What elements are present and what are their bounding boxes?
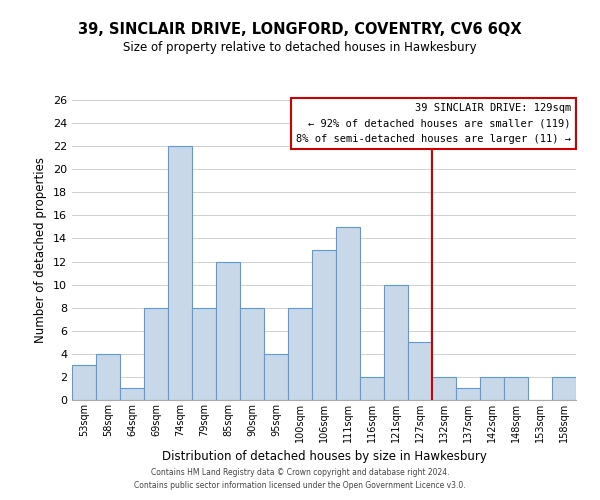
Bar: [504, 377, 528, 400]
X-axis label: Distribution of detached houses by size in Hawkesbury: Distribution of detached houses by size …: [161, 450, 487, 464]
Bar: [336, 227, 360, 400]
Bar: [72, 366, 96, 400]
Bar: [552, 377, 576, 400]
Bar: [120, 388, 144, 400]
Bar: [360, 377, 384, 400]
Bar: [408, 342, 432, 400]
Bar: [192, 308, 216, 400]
Bar: [480, 377, 504, 400]
Text: Contains HM Land Registry data © Crown copyright and database right 2024.: Contains HM Land Registry data © Crown c…: [151, 468, 449, 477]
Text: Contains public sector information licensed under the Open Government Licence v3: Contains public sector information licen…: [134, 480, 466, 490]
Bar: [432, 377, 456, 400]
Bar: [312, 250, 336, 400]
Bar: [216, 262, 240, 400]
Bar: [168, 146, 192, 400]
Bar: [240, 308, 264, 400]
Text: 39 SINCLAIR DRIVE: 129sqm
← 92% of detached houses are smaller (119)
8% of semi-: 39 SINCLAIR DRIVE: 129sqm ← 92% of detac…: [296, 103, 571, 144]
Text: Size of property relative to detached houses in Hawkesbury: Size of property relative to detached ho…: [123, 41, 477, 54]
Bar: [384, 284, 408, 400]
Bar: [96, 354, 120, 400]
Bar: [264, 354, 288, 400]
Y-axis label: Number of detached properties: Number of detached properties: [34, 157, 47, 343]
Bar: [456, 388, 480, 400]
Bar: [288, 308, 312, 400]
Text: 39, SINCLAIR DRIVE, LONGFORD, COVENTRY, CV6 6QX: 39, SINCLAIR DRIVE, LONGFORD, COVENTRY, …: [78, 22, 522, 38]
Bar: [144, 308, 168, 400]
